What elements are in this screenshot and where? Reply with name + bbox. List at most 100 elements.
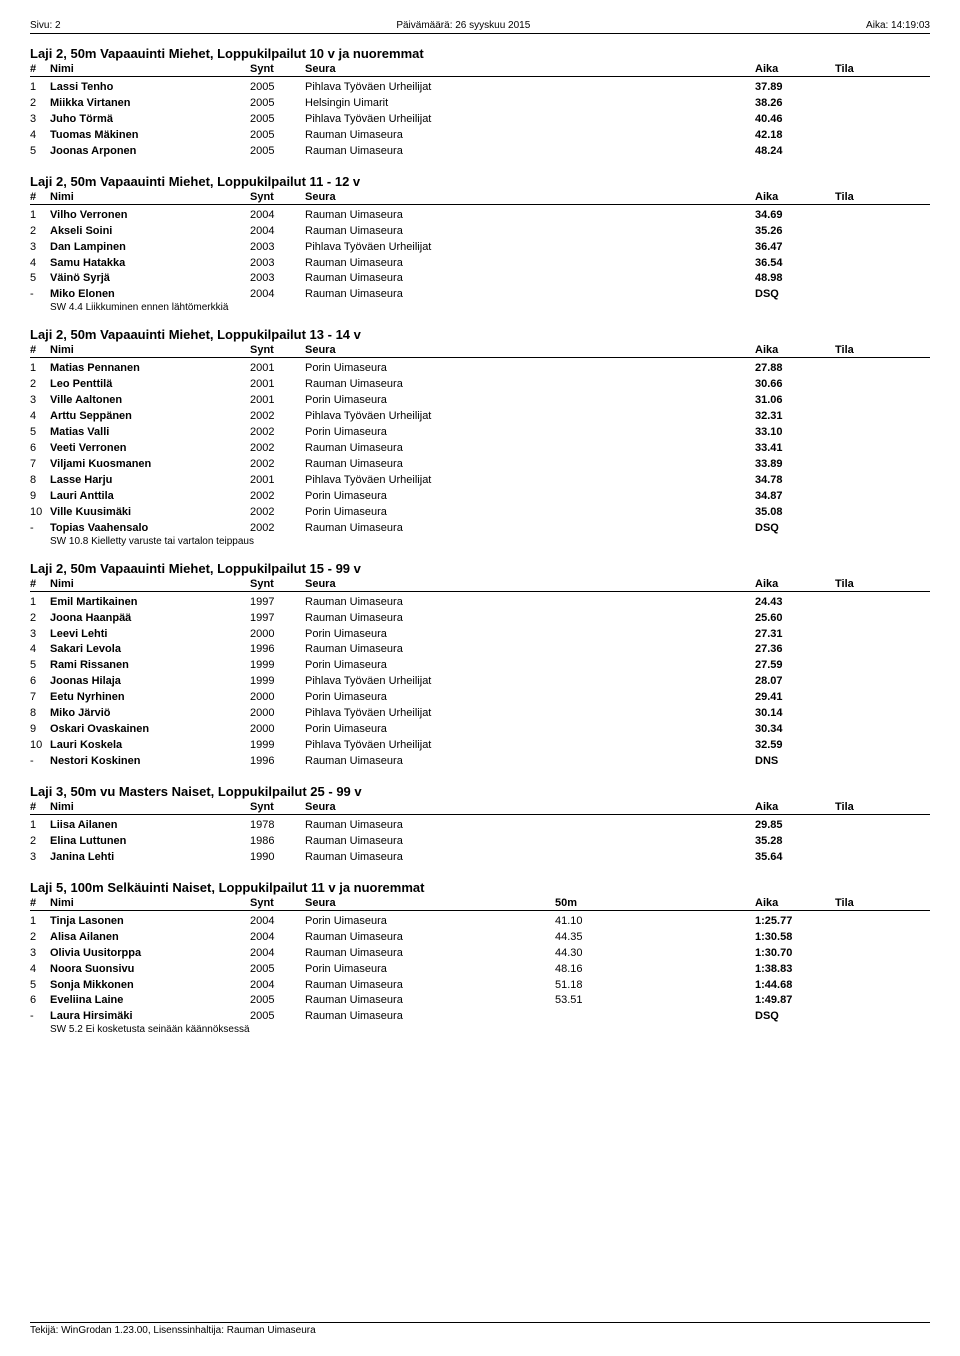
seura-cell: Pihlava Työväen Urheilijat <box>305 409 555 425</box>
result-row: 4Noora Suonsivu2005Porin Uimaseura48.161… <box>30 962 930 978</box>
split-cell <box>555 505 755 521</box>
tila-cell <box>835 256 875 272</box>
tila-cell <box>835 393 875 409</box>
seura-cell: Rauman Uimaseura <box>305 457 555 473</box>
seura-cell: Porin Uimaseura <box>305 690 555 706</box>
result-row: 2Miikka Virtanen2005Helsingin Uimarit38.… <box>30 96 930 112</box>
column-header-row: #NimiSyntSeuraAikaTila <box>30 344 930 358</box>
name-cell: Väinö Syrjä <box>50 271 250 287</box>
name-cell: Sonja Mikkonen <box>50 978 250 994</box>
aika-cell: 1:38.83 <box>755 962 835 978</box>
seura-cell: Pihlava Työväen Urheilijat <box>305 674 555 690</box>
split-cell <box>555 393 755 409</box>
rank-cell: 3 <box>30 112 50 128</box>
rank-cell: 3 <box>30 393 50 409</box>
col-split-header <box>555 191 755 203</box>
col-rank-header: # <box>30 897 50 909</box>
synt-cell: 2000 <box>250 690 305 706</box>
tila-cell <box>835 611 875 627</box>
synt-cell: 1978 <box>250 818 305 834</box>
result-row: 10Lauri Koskela1999Pihlava Työväen Urhei… <box>30 738 930 754</box>
split-cell <box>555 361 755 377</box>
name-cell: Elina Luttunen <box>50 834 250 850</box>
event-block: Laji 2, 50m Vapaauinti Miehet, Loppukilp… <box>30 174 930 314</box>
col-rank-header: # <box>30 344 50 356</box>
seura-cell: Rauman Uimaseura <box>305 611 555 627</box>
split-cell: 41.10 <box>555 914 755 930</box>
result-row: 2Alisa Ailanen2004Rauman Uimaseura44.351… <box>30 930 930 946</box>
rank-cell: 3 <box>30 240 50 256</box>
split-cell <box>555 240 755 256</box>
name-cell: Joona Haanpää <box>50 611 250 627</box>
result-row: 5Joonas Arponen2005Rauman Uimaseura48.24 <box>30 144 930 160</box>
col-split-header <box>555 801 755 813</box>
seura-cell: Rauman Uimaseura <box>305 754 555 770</box>
rank-cell: 6 <box>30 993 50 1009</box>
tila-cell <box>835 489 875 505</box>
col-split-header <box>555 578 755 590</box>
rank-cell: 2 <box>30 96 50 112</box>
synt-cell: 2005 <box>250 112 305 128</box>
page-date: Päivämäärä: 26 syyskuu 2015 <box>396 20 530 31</box>
name-cell: Ville Aaltonen <box>50 393 250 409</box>
name-cell: Miko Elonen <box>50 287 250 303</box>
name-cell: Laura Hirsimäki <box>50 1009 250 1025</box>
result-row: 4Samu Hatakka2003Rauman Uimaseura36.54 <box>30 256 930 272</box>
synt-cell: 2001 <box>250 473 305 489</box>
column-header-row: #NimiSyntSeuraAikaTila <box>30 801 930 815</box>
seura-cell: Rauman Uimaseura <box>305 1009 555 1025</box>
result-row: 8Lasse Harju2001Pihlava Työväen Urheilij… <box>30 473 930 489</box>
name-cell: Leo Penttilä <box>50 377 250 393</box>
synt-cell: 1996 <box>250 642 305 658</box>
rank-cell: 1 <box>30 818 50 834</box>
rank-cell: 4 <box>30 409 50 425</box>
name-cell: Arttu Seppänen <box>50 409 250 425</box>
col-rank-header: # <box>30 63 50 75</box>
aika-cell: DNS <box>755 754 835 770</box>
result-row: 5Matias Valli2002Porin Uimaseura33.10 <box>30 425 930 441</box>
result-row: 2Akseli Soini2004Rauman Uimaseura35.26 <box>30 224 930 240</box>
tila-cell <box>835 722 875 738</box>
name-cell: Joonas Arponen <box>50 144 250 160</box>
result-row: 7Eetu Nyrhinen2000Porin Uimaseura29.41 <box>30 690 930 706</box>
name-cell: Janina Lehti <box>50 850 250 866</box>
split-cell <box>555 521 755 537</box>
rank-cell: 6 <box>30 674 50 690</box>
aika-cell: 33.89 <box>755 457 835 473</box>
tila-cell <box>835 627 875 643</box>
result-row: -Topias Vaahensalo2002Rauman UimaseuraDS… <box>30 521 930 537</box>
name-cell: Matias Pennanen <box>50 361 250 377</box>
synt-cell: 2003 <box>250 256 305 272</box>
tila-cell <box>835 441 875 457</box>
name-cell: Leevi Lehti <box>50 627 250 643</box>
tila-cell <box>835 128 875 144</box>
result-note: SW 5.2 Ei kosketusta seinään käännöksess… <box>30 1024 930 1035</box>
aika-cell: 34.69 <box>755 208 835 224</box>
split-cell: 44.35 <box>555 930 755 946</box>
aika-cell: 1:30.70 <box>755 946 835 962</box>
name-cell: Vilho Verronen <box>50 208 250 224</box>
rank-cell: 1 <box>30 361 50 377</box>
col-aika-header: Aika <box>755 191 835 203</box>
result-row: 5Sonja Mikkonen2004Rauman Uimaseura51.18… <box>30 978 930 994</box>
tila-cell <box>835 674 875 690</box>
rank-cell: 1 <box>30 914 50 930</box>
rank-cell: - <box>30 1009 50 1025</box>
split-cell <box>555 818 755 834</box>
tila-cell <box>835 690 875 706</box>
seura-cell: Pihlava Työväen Urheilijat <box>305 80 555 96</box>
tila-cell <box>835 706 875 722</box>
seura-cell: Rauman Uimaseura <box>305 128 555 144</box>
synt-cell: 2004 <box>250 930 305 946</box>
synt-cell: 2001 <box>250 393 305 409</box>
synt-cell: 2004 <box>250 946 305 962</box>
col-name-header: Nimi <box>50 63 250 75</box>
tila-cell <box>835 208 875 224</box>
tila-cell <box>835 112 875 128</box>
rank-cell: 7 <box>30 690 50 706</box>
split-cell: 51.18 <box>555 978 755 994</box>
seura-cell: Rauman Uimaseura <box>305 271 555 287</box>
col-seura-header: Seura <box>305 63 555 75</box>
synt-cell: 2003 <box>250 240 305 256</box>
synt-cell: 1997 <box>250 611 305 627</box>
